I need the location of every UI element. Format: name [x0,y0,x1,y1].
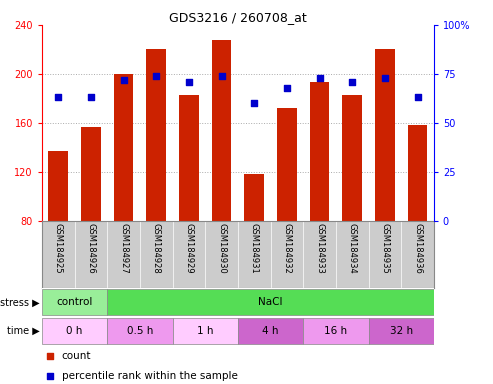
Text: 0.5 h: 0.5 h [127,326,153,336]
Text: GSM184931: GSM184931 [249,223,259,273]
Point [250,100,258,106]
Point [217,73,225,79]
Bar [173,318,238,344]
Text: GSM184935: GSM184935 [380,223,389,273]
Text: GSM184926: GSM184926 [86,223,96,273]
Bar [303,318,368,344]
Text: GSM184930: GSM184930 [217,223,226,273]
Bar [179,95,199,221]
Bar [342,95,362,221]
Text: GSM184925: GSM184925 [54,223,63,273]
Text: NaCl: NaCl [258,297,283,308]
Point [120,77,128,83]
Bar [146,50,166,221]
Point [414,94,422,101]
Bar [368,318,434,344]
Text: GSM184936: GSM184936 [413,223,422,274]
Point [87,94,95,101]
Bar [310,83,329,221]
Text: 1 h: 1 h [197,326,213,336]
Bar [81,127,101,221]
Bar [48,151,68,221]
Text: GSM184929: GSM184929 [184,223,193,273]
Bar [375,50,394,221]
Text: 16 h: 16 h [324,326,348,336]
Bar [238,318,303,344]
Bar [114,74,133,221]
Bar [42,290,107,315]
Point [381,75,389,81]
Point [46,353,54,359]
Bar [277,108,297,221]
Point [316,75,323,81]
Text: 4 h: 4 h [262,326,279,336]
Bar [211,40,231,221]
Bar [245,174,264,221]
Point [54,94,62,101]
Text: GSM184934: GSM184934 [348,223,357,273]
Title: GDS3216 / 260708_at: GDS3216 / 260708_at [169,11,307,24]
Text: control: control [56,297,93,308]
Bar [42,318,107,344]
Text: time ▶: time ▶ [7,326,39,336]
Text: percentile rank within the sample: percentile rank within the sample [62,371,237,381]
Text: 0 h: 0 h [67,326,83,336]
Point [283,84,291,91]
Point [185,79,193,85]
Bar [408,125,427,221]
Point [46,372,54,379]
Text: count: count [62,351,91,361]
Text: stress ▶: stress ▶ [0,297,39,308]
Text: GSM184932: GSM184932 [282,223,291,273]
Text: GSM184928: GSM184928 [152,223,161,273]
Bar [107,290,434,315]
Text: GSM184933: GSM184933 [315,223,324,274]
Text: 32 h: 32 h [389,326,413,336]
Point [152,73,160,79]
Point [348,79,356,85]
Text: GSM184927: GSM184927 [119,223,128,273]
Bar [107,318,173,344]
